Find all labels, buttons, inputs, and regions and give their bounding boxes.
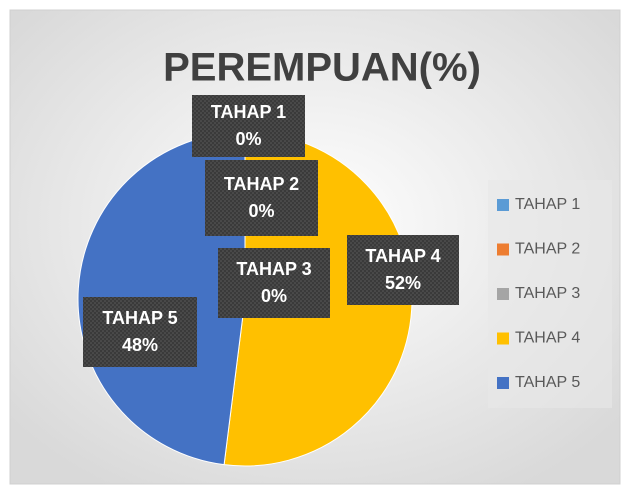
legend-label: TAHAP 3 xyxy=(515,285,580,302)
data-label-value: 0% xyxy=(235,129,261,149)
data-label-value: 52% xyxy=(385,273,421,293)
data-label-name: TAHAP 2 xyxy=(224,174,299,194)
legend-swatch xyxy=(497,288,509,300)
legend-swatch xyxy=(497,332,509,345)
data-label-name: TAHAP 4 xyxy=(365,246,440,266)
data-label-value: 48% xyxy=(122,335,158,355)
chart-title: PEREMPUAN(%) xyxy=(163,46,481,90)
legend-label: TAHAP 5 xyxy=(515,374,580,391)
data-label-name: TAHAP 3 xyxy=(236,259,311,279)
data-label-box xyxy=(347,235,459,305)
legend-label: TAHAP 1 xyxy=(515,196,580,213)
legend-swatch xyxy=(497,243,509,256)
legend-swatch xyxy=(497,199,509,211)
data-label-name: TAHAP 5 xyxy=(102,308,177,328)
data-label-name: TAHAP 1 xyxy=(211,102,286,122)
data-label-box xyxy=(192,95,305,157)
legend-label: TAHAP 4 xyxy=(515,330,580,347)
legend-label: TAHAP 2 xyxy=(515,241,580,258)
data-label-box xyxy=(205,160,318,236)
data-label-box xyxy=(218,248,330,318)
data-label-box xyxy=(83,297,197,367)
legend-swatch xyxy=(497,377,509,389)
data-label-value: 0% xyxy=(248,201,274,221)
data-label-value: 0% xyxy=(261,286,287,306)
